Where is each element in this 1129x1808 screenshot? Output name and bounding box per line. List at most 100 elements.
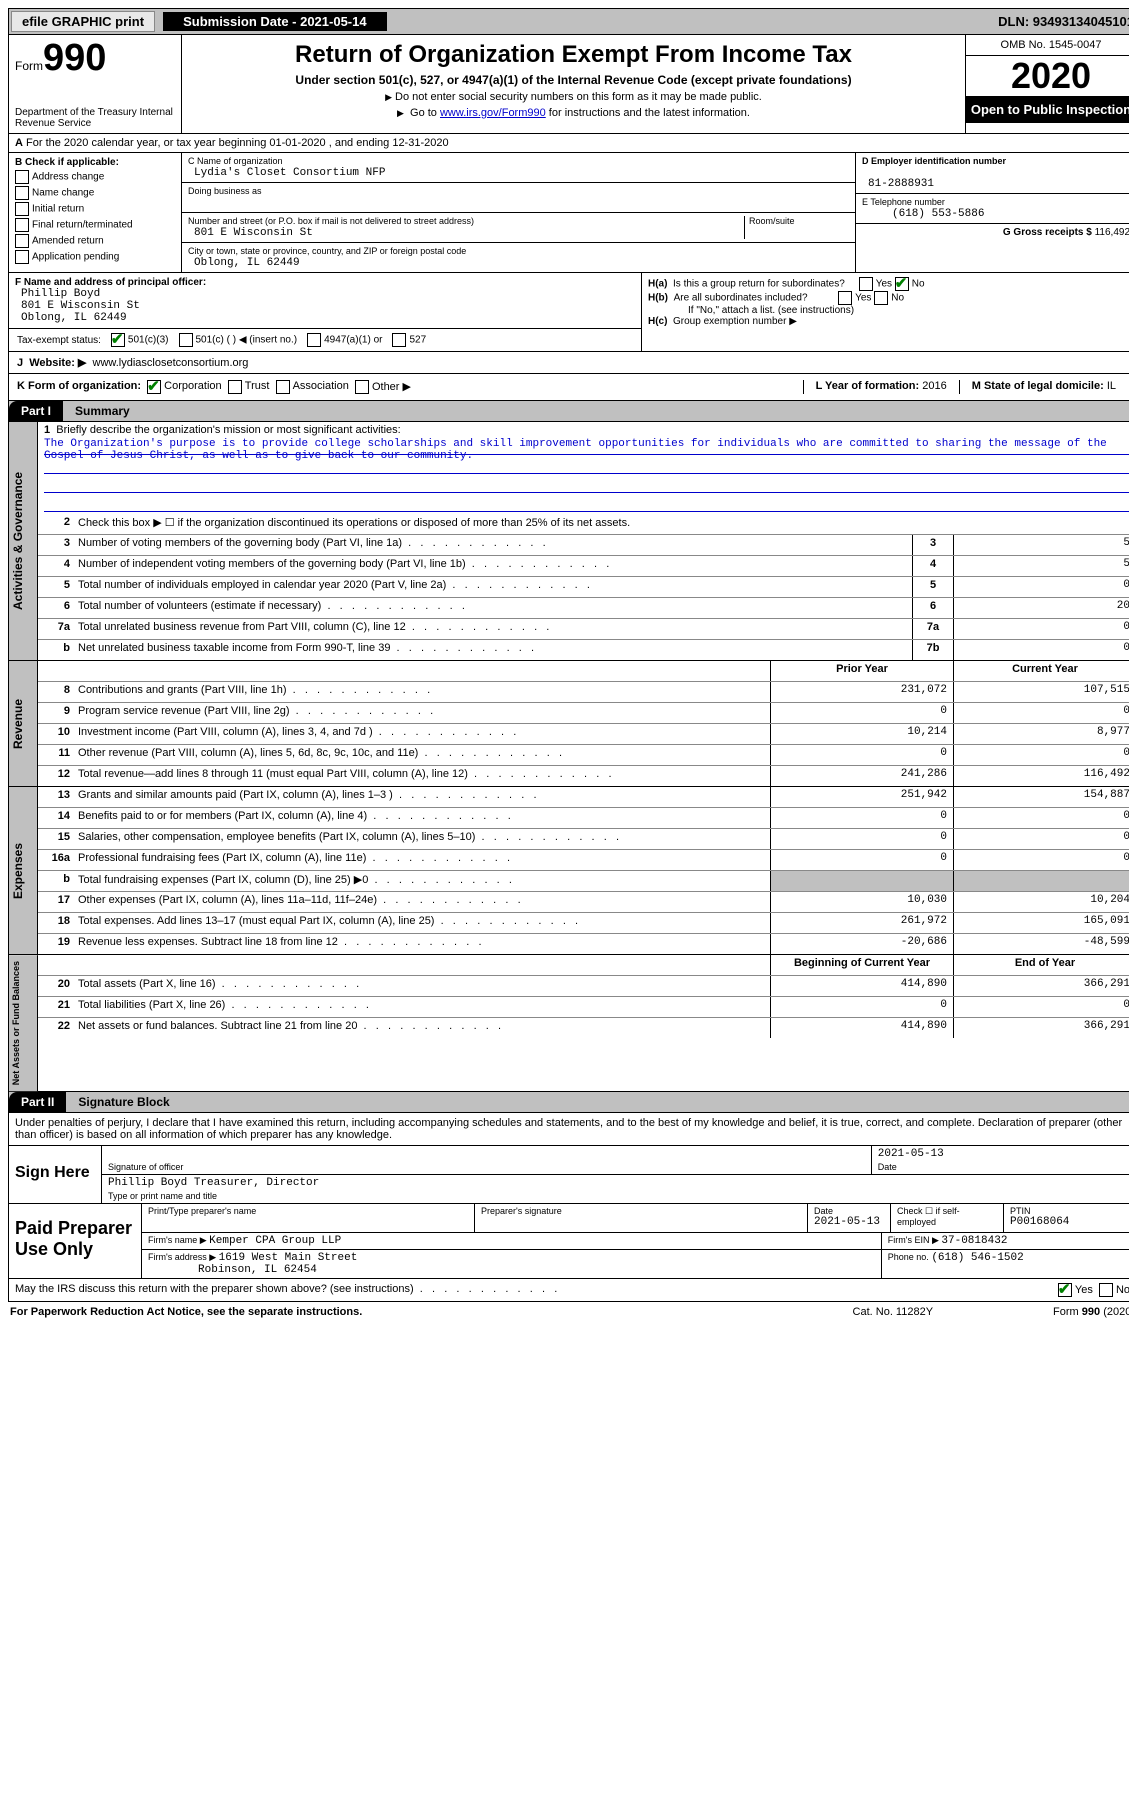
table-row: Number of voting members of the governin… bbox=[74, 535, 912, 555]
footer-left: For Paperwork Reduction Act Notice, see … bbox=[10, 1306, 362, 1318]
table-value: 5 bbox=[953, 556, 1129, 576]
name-change-check[interactable] bbox=[15, 186, 29, 200]
part-i-title: Summary bbox=[63, 401, 142, 421]
form-note-2: Go to www.irs.gov/Form990 for instructio… bbox=[192, 107, 955, 119]
website-label: Website: ▶ bbox=[29, 357, 86, 369]
prior-value: 261,972 bbox=[770, 913, 953, 933]
street-label: Number and street (or P.O. box if mail i… bbox=[188, 216, 474, 226]
current-value: 0 bbox=[953, 829, 1129, 849]
amended-return-check[interactable] bbox=[15, 234, 29, 248]
501c-check[interactable] bbox=[179, 333, 193, 347]
sig-date: 2021-05-13 bbox=[878, 1148, 1129, 1162]
current-value: 8,977 bbox=[953, 724, 1129, 744]
ha-label: Is this a group return for subordinates? bbox=[673, 279, 845, 290]
self-employed-check[interactable]: Check ☐ if self-employed bbox=[897, 1206, 960, 1227]
hb-yes[interactable] bbox=[838, 291, 852, 305]
footer-right: Form 990 (2020) bbox=[1053, 1306, 1129, 1318]
website-value: www.lydiasclosetconsortium.org bbox=[93, 357, 249, 369]
omb-number: OMB No. 1545-0047 bbox=[966, 35, 1129, 56]
prior-value bbox=[770, 871, 953, 891]
officer-label: F Name and address of principal officer: bbox=[15, 277, 206, 288]
firm-name: Kemper CPA Group LLP bbox=[209, 1235, 341, 1247]
current-year-header: Current Year bbox=[953, 661, 1129, 681]
prior-value: 0 bbox=[770, 745, 953, 765]
assoc-check[interactable] bbox=[276, 380, 290, 394]
state-domicile: IL bbox=[1107, 380, 1116, 392]
ha-no[interactable] bbox=[895, 277, 909, 291]
mission-text: The Organization's purpose is to provide… bbox=[44, 438, 1129, 455]
prior-value: 414,890 bbox=[770, 1018, 953, 1038]
ein-value: 81-2888931 bbox=[868, 178, 934, 190]
discuss-yes[interactable] bbox=[1058, 1283, 1072, 1297]
initial-return-check[interactable] bbox=[15, 202, 29, 216]
current-value: -48,599 bbox=[953, 934, 1129, 954]
table-row: Program service revenue (Part VIII, line… bbox=[74, 703, 770, 723]
phone-value: (618) 553-5886 bbox=[892, 208, 984, 220]
current-value: 107,515 bbox=[953, 682, 1129, 702]
top-toolbar: efile GRAPHIC print Submission Date - 20… bbox=[8, 8, 1129, 35]
officer-city: Oblong, IL 62449 bbox=[21, 312, 127, 324]
ptin-value: P00168064 bbox=[1010, 1216, 1129, 1230]
final-return-check[interactable] bbox=[15, 218, 29, 232]
table-row: Total revenue—add lines 8 through 11 (mu… bbox=[74, 766, 770, 786]
table-row: Other expenses (Part IX, column (A), lin… bbox=[74, 892, 770, 912]
discuss-no[interactable] bbox=[1099, 1283, 1113, 1297]
table-row: Grants and similar amounts paid (Part IX… bbox=[74, 787, 770, 807]
mission-label: Briefly describe the organization's miss… bbox=[56, 424, 400, 436]
part-ii-header: Part II bbox=[9, 1092, 66, 1112]
prior-value: 241,286 bbox=[770, 766, 953, 786]
table-row: Total liabilities (Part X, line 26) bbox=[74, 997, 770, 1017]
current-value: 366,291 bbox=[953, 1018, 1129, 1038]
prior-value: 0 bbox=[770, 703, 953, 723]
instructions-link[interactable]: www.irs.gov/Form990 bbox=[440, 107, 546, 119]
table-row: Revenue less expenses. Subtract line 18 … bbox=[74, 934, 770, 954]
hb-note: If "No," attach a list. (see instruction… bbox=[688, 305, 1129, 316]
address-change-check[interactable] bbox=[15, 170, 29, 184]
form-org-label: K Form of organization: bbox=[17, 380, 141, 394]
firm-addr2: Robinson, IL 62454 bbox=[198, 1264, 317, 1276]
firm-addr1: 1619 West Main Street bbox=[219, 1252, 358, 1264]
tax-exempt-label: Tax-exempt status: bbox=[17, 335, 101, 346]
room-label: Room/suite bbox=[749, 216, 795, 226]
prior-value: -20,686 bbox=[770, 934, 953, 954]
discuss-label: May the IRS discuss this return with the… bbox=[15, 1283, 414, 1297]
dba-label: Doing business as bbox=[188, 186, 262, 196]
table-row: Other revenue (Part VIII, column (A), li… bbox=[74, 745, 770, 765]
table-row: Professional fundraising fees (Part IX, … bbox=[74, 850, 770, 870]
table-value: 20 bbox=[953, 598, 1129, 618]
form-label: Form bbox=[15, 59, 43, 73]
application-pending-check[interactable] bbox=[15, 250, 29, 264]
public-inspection: Open to Public Inspection bbox=[966, 96, 1129, 123]
current-value: 0 bbox=[953, 997, 1129, 1017]
527-check[interactable] bbox=[392, 333, 406, 347]
4947-check[interactable] bbox=[307, 333, 321, 347]
trust-check[interactable] bbox=[228, 380, 242, 394]
end-year-header: End of Year bbox=[953, 955, 1129, 975]
prior-value: 0 bbox=[770, 829, 953, 849]
table-value: 0 bbox=[953, 619, 1129, 639]
501c3-check[interactable] bbox=[111, 333, 125, 347]
form-subtitle: Under section 501(c), 527, or 4947(a)(1)… bbox=[192, 73, 955, 87]
hb-no[interactable] bbox=[874, 291, 888, 305]
current-value: 0 bbox=[953, 703, 1129, 723]
prior-value: 10,214 bbox=[770, 724, 953, 744]
sign-here-label: Sign Here bbox=[9, 1146, 102, 1203]
tax-year: 2020 bbox=[966, 56, 1129, 96]
table-row: Total unrelated business revenue from Pa… bbox=[74, 619, 912, 639]
dln: DLN: 93493134045101 bbox=[998, 14, 1129, 29]
current-value: 165,091 bbox=[953, 913, 1129, 933]
table-row: Total number of volunteers (estimate if … bbox=[74, 598, 912, 618]
line-2: Check this box ▶ ☐ if the organization d… bbox=[74, 514, 1129, 534]
table-value: 0 bbox=[953, 577, 1129, 597]
table-row: Net unrelated business taxable income fr… bbox=[74, 640, 912, 660]
phone-label: E Telephone number bbox=[862, 197, 945, 207]
table-row: Investment income (Part VIII, column (A)… bbox=[74, 724, 770, 744]
other-check[interactable] bbox=[355, 380, 369, 394]
hb-label: Are all subordinates included? bbox=[674, 293, 808, 304]
corp-check[interactable] bbox=[147, 380, 161, 394]
city-label: City or town, state or province, country… bbox=[188, 246, 466, 256]
ha-yes[interactable] bbox=[859, 277, 873, 291]
efile-print-button[interactable]: efile GRAPHIC print bbox=[11, 11, 155, 32]
form-note-1: Do not enter social security numbers on … bbox=[192, 91, 955, 103]
prior-value: 251,942 bbox=[770, 787, 953, 807]
